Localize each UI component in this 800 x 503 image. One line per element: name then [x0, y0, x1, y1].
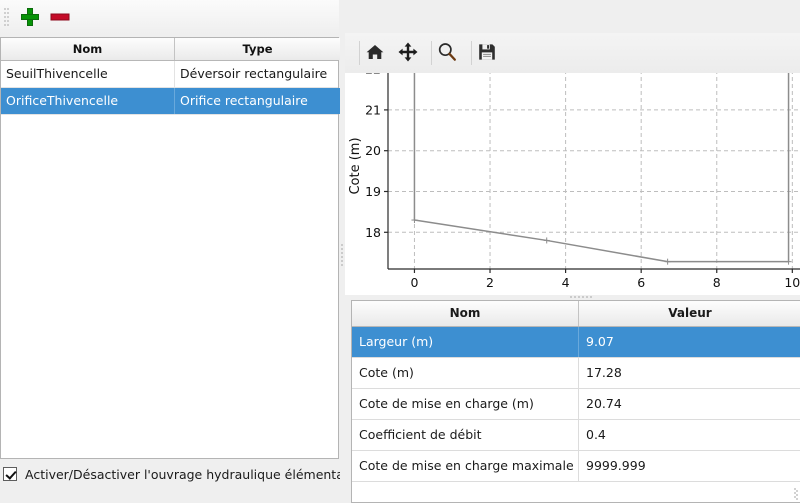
- cell-param-value[interactable]: 9.07: [579, 327, 800, 357]
- cell-nom: OrificeThivencelle: [1, 88, 175, 114]
- remove-element-button[interactable]: [46, 4, 74, 30]
- cell-param-name: Cote (m): [352, 358, 579, 388]
- y-tick-label: 21: [365, 102, 381, 117]
- enable-structure-checkbox[interactable]: [3, 467, 17, 481]
- cell-nom: SeuilThivencelle: [1, 61, 175, 87]
- elements-table[interactable]: Nom Type SeuilThivencelle Déversoir recta…: [0, 37, 340, 459]
- pan-button[interactable]: [393, 38, 423, 68]
- column-header-type[interactable]: Type: [175, 38, 340, 60]
- table-row[interactable]: OrificeThivencelle Orifice rectangulaire: [1, 88, 340, 115]
- home-button[interactable]: [360, 38, 390, 68]
- table-row[interactable]: Cote de mise en charge (m) 20.74: [352, 389, 800, 420]
- cell-type: Déversoir rectangulaire: [180, 66, 328, 81]
- y-tick-label: 18: [365, 225, 381, 240]
- enable-structure-label: Activer/Désactiver l'ouvrage hydraulique…: [25, 466, 360, 482]
- plus-icon: [21, 8, 39, 26]
- splitter-grip[interactable]: [341, 244, 344, 266]
- data-line: [413, 73, 790, 263]
- cell-param-name: Coefficient de débit: [352, 420, 579, 450]
- elements-table-body: SeuilThivencelle Déversoir rectangulaire O…: [1, 61, 340, 115]
- home-icon: [366, 44, 384, 59]
- y-axis-label: Cote (m): [348, 137, 363, 194]
- x-tick-label: 10: [784, 275, 800, 290]
- enable-structure-checkbox-row[interactable]: Activer/Désactiver l'ouvrage hydraulique…: [3, 463, 360, 485]
- plot-toolbar: [345, 33, 800, 73]
- zoom-button[interactable]: [432, 38, 462, 68]
- left-panel: Nom Type SeuilThivencelle Déversoir recta…: [0, 0, 360, 503]
- panel-splitter[interactable]: [340, 0, 345, 503]
- x-tick-label: 6: [637, 275, 645, 290]
- cell-param-value[interactable]: 0.4: [586, 427, 606, 442]
- cell-type: Orifice rectangulaire: [175, 88, 340, 114]
- parameters-table[interactable]: Nom Valeur Largeur (m) 9.07 Cote (m) 17.28 C…: [351, 296, 800, 503]
- x-tick-label: 2: [486, 275, 494, 290]
- cell-param-value[interactable]: 20.74: [586, 396, 622, 411]
- elements-table-header: Nom Type: [1, 38, 340, 61]
- parameters-table-header: Nom Valeur: [352, 301, 800, 327]
- x-tick-label: 0: [410, 275, 418, 290]
- table-row[interactable]: SeuilThivencelle Déversoir rectangulaire: [1, 61, 338, 88]
- cell-param-value[interactable]: 17.28: [586, 365, 622, 380]
- cell-param-name: Cote de mise en charge maximale: [352, 451, 579, 481]
- left-toolbar: [0, 0, 339, 34]
- toolbar-drag-handle[interactable]: [4, 8, 9, 26]
- cell-param-name: Cote de mise en charge (m): [352, 389, 579, 419]
- zoom-icon: [438, 42, 456, 61]
- plot-canvas: 18 19 20 21 22 0 2 4 6 8 10 Cote (m): [345, 73, 800, 295]
- table-row[interactable]: Coefficient de débit 0.4: [352, 420, 800, 451]
- y-tick-label: 19: [365, 184, 381, 199]
- table-row[interactable]: Largeur (m) 9.07: [352, 327, 800, 358]
- add-element-button[interactable]: [16, 4, 44, 30]
- parameters-table-body: Largeur (m) 9.07 Cote (m) 17.28 Cote de mise…: [352, 327, 800, 482]
- column-header-nom[interactable]: Nom: [1, 38, 175, 60]
- table-row[interactable]: Cote (m) 17.28: [352, 358, 800, 389]
- minus-icon: [50, 13, 70, 21]
- x-tick-label: 8: [713, 275, 721, 290]
- param-column-header-valeur[interactable]: Valeur: [579, 301, 800, 326]
- right-panel: 18 19 20 21 22 0 2 4 6 8 10 Cote (m) Nom Valeur Lar…: [345, 0, 800, 503]
- resize-grip[interactable]: [794, 488, 798, 500]
- parameters-table-grip[interactable]: [570, 296, 592, 299]
- x-tick-label: 4: [562, 275, 570, 290]
- y-tick-label: 20: [365, 143, 381, 158]
- save-icon: [479, 43, 495, 60]
- cell-param-value[interactable]: 9999.999: [586, 458, 646, 473]
- table-row[interactable]: Cote de mise en charge maximale 9999.999: [352, 451, 800, 482]
- cross-section-plot[interactable]: 18 19 20 21 22 0 2 4 6 8 10 Cote (m): [345, 73, 800, 295]
- param-column-header-nom[interactable]: Nom: [352, 301, 579, 326]
- save-button[interactable]: [472, 38, 502, 68]
- y-tick-label: 22: [365, 73, 381, 77]
- cell-param-name: Largeur (m): [352, 327, 579, 357]
- move-icon: [398, 42, 418, 61]
